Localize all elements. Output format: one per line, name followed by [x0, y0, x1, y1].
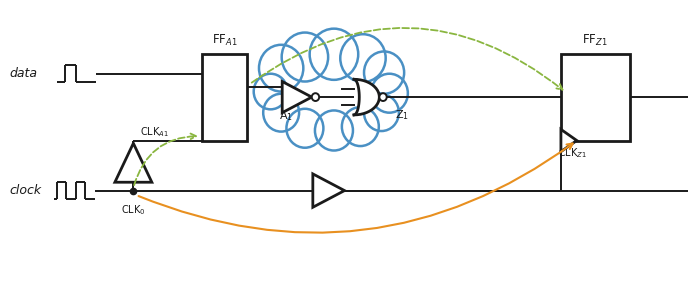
Text: FF$_{Z1}$: FF$_{Z1}$ — [582, 33, 608, 47]
Bar — [202, 54, 247, 140]
Text: CLK$_0$: CLK$_0$ — [121, 203, 145, 217]
Text: CLK$_{A1}$: CLK$_{A1}$ — [140, 125, 169, 139]
Text: clock: clock — [10, 184, 41, 197]
Text: FF$_{A1}$: FF$_{A1}$ — [212, 33, 237, 47]
Text: CLK$_{Z1}$: CLK$_{Z1}$ — [558, 146, 587, 160]
Polygon shape — [561, 129, 577, 152]
Circle shape — [380, 93, 387, 101]
Text: d$_{hold}$: d$_{hold}$ — [567, 103, 592, 117]
Text: Z$_1$: Z$_1$ — [395, 108, 409, 122]
Text: d$_{setup}$: d$_{setup}$ — [567, 75, 596, 89]
Bar — [561, 54, 630, 140]
Text: A$_1$: A$_1$ — [278, 109, 292, 123]
Polygon shape — [313, 174, 344, 207]
Circle shape — [311, 93, 319, 101]
Polygon shape — [282, 81, 311, 113]
Polygon shape — [354, 79, 380, 115]
Text: data: data — [10, 67, 37, 80]
Polygon shape — [115, 143, 152, 182]
